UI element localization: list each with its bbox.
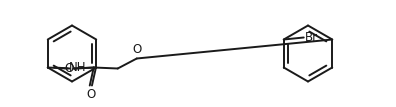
- Text: O: O: [64, 62, 73, 75]
- Text: O: O: [86, 88, 95, 101]
- Text: NH: NH: [69, 61, 86, 74]
- Text: Br: Br: [305, 31, 318, 44]
- Text: O: O: [132, 43, 141, 56]
